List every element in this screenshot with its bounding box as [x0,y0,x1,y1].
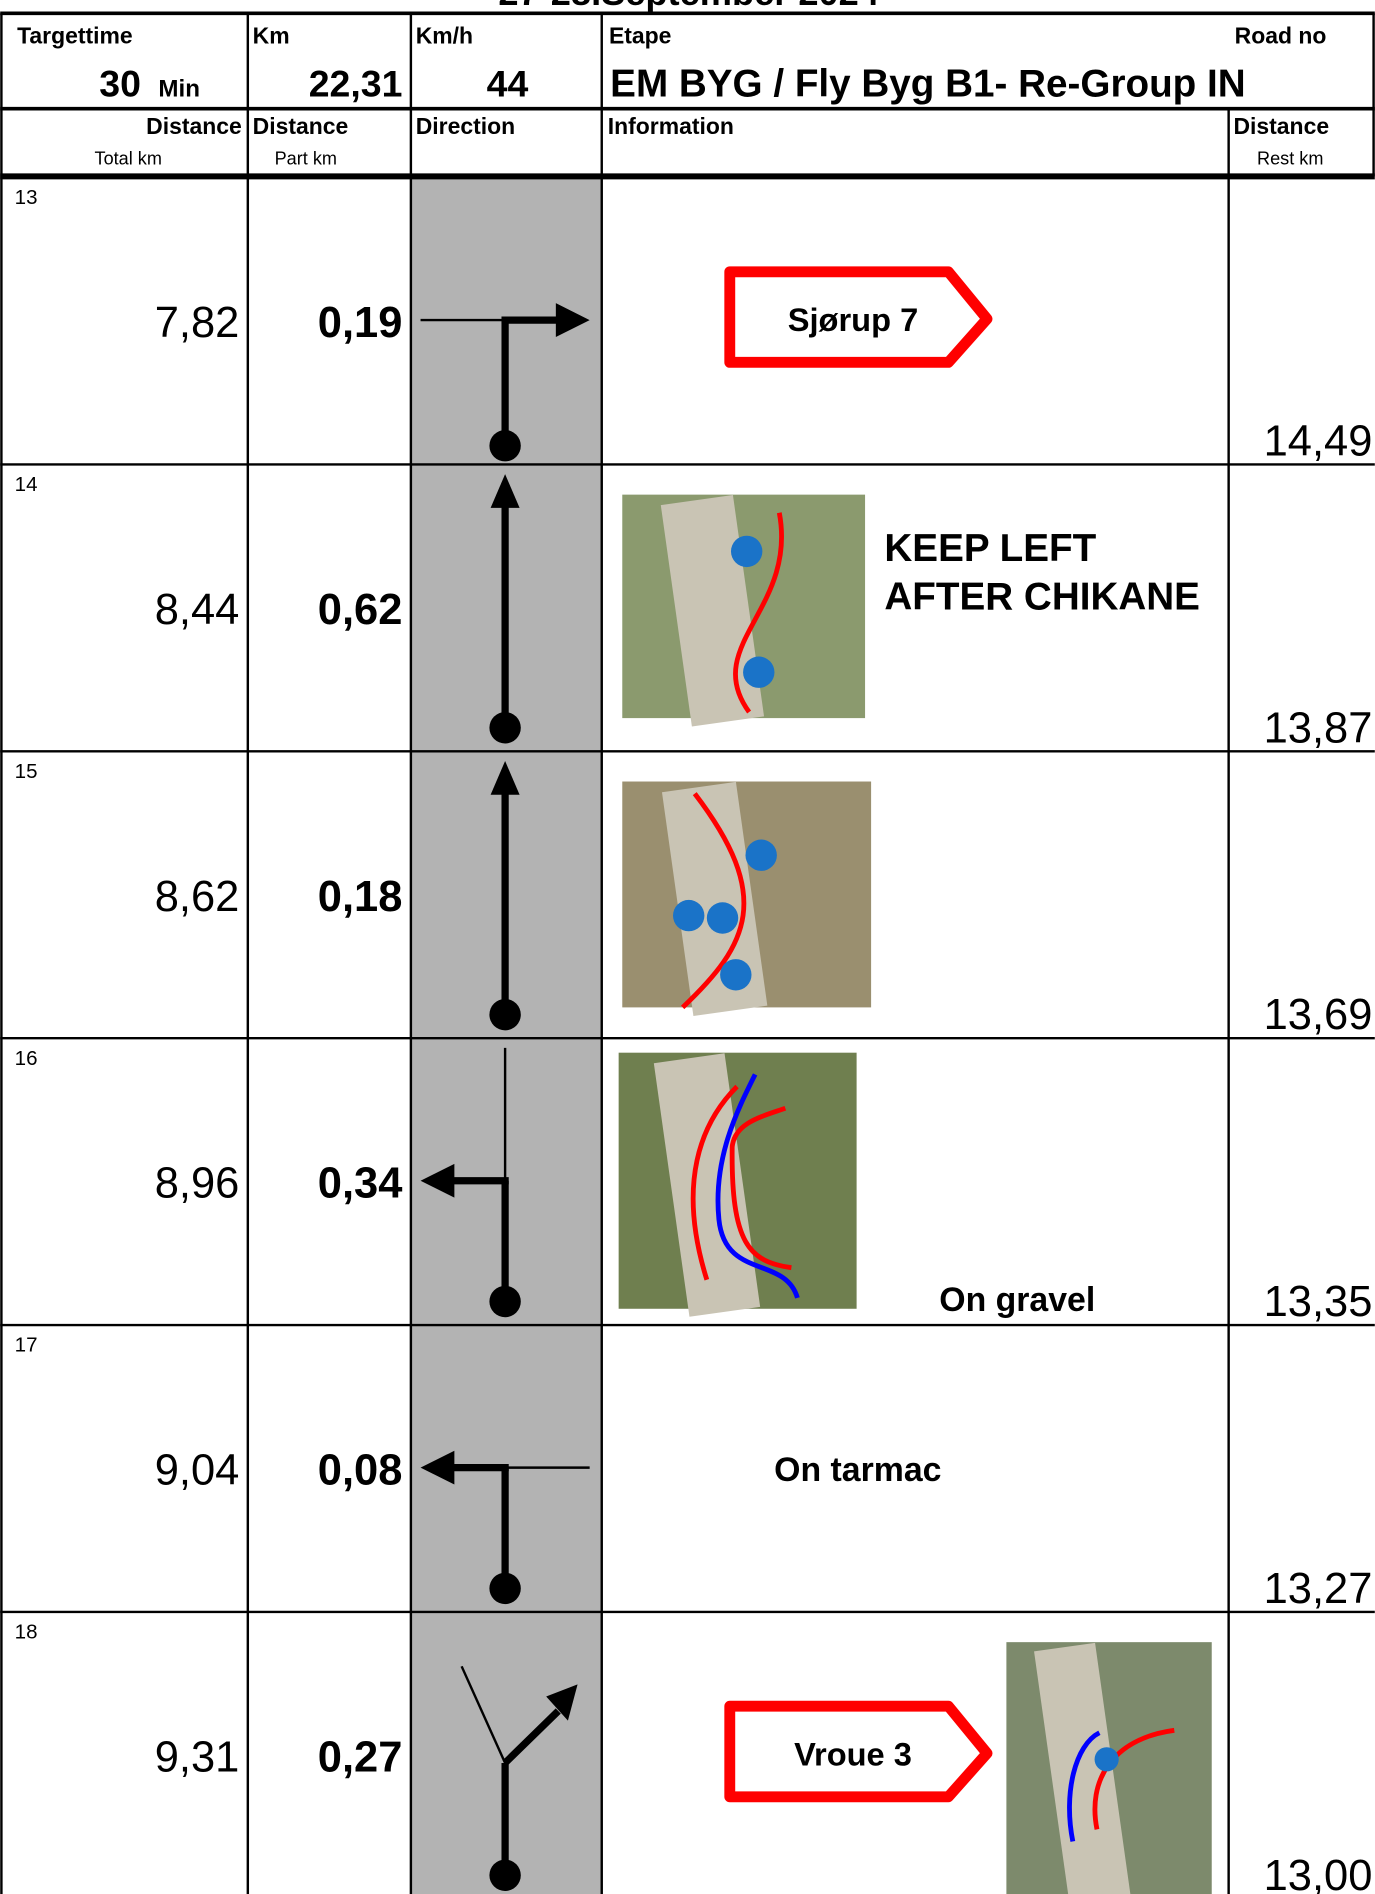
total-distance: 9,31 [155,1733,240,1781]
label: Targettime [17,22,133,48]
rest-distance: 13,87 [1264,704,1373,752]
row-number: 13 [15,186,38,209]
side-road [460,1665,507,1764]
total-distance: 7,82 [155,299,240,347]
rest-distance: 14,49 [1264,417,1373,465]
rest-distance: 13,69 [1264,991,1373,1039]
route-sketch [690,1084,739,1281]
total-distance: 8,96 [155,1160,240,1208]
part-distance: 0,27 [318,1733,403,1781]
info-note: AFTER CHIKANE [884,575,1200,618]
targettime: 30 [99,63,141,105]
start-dot [489,1859,521,1891]
column-title: Distance [146,113,242,139]
rest-distance: 13,35 [1264,1278,1373,1326]
sign-text: Vroue 3 [794,1735,912,1772]
start-dot [489,430,521,462]
info-note: KEEP LEFT [884,527,1096,570]
info-note: On tarmac [774,1451,941,1489]
part-distance: 0,18 [318,873,403,921]
label: Etape [609,22,671,48]
start-dot [489,998,521,1031]
rest-distance: 13,00 [1264,1852,1373,1894]
targettime-unit: Min [158,76,200,103]
part-distance: 0,08 [318,1447,403,1495]
marker [1094,1747,1119,1772]
row-number: 16 [15,1047,38,1070]
part-distance: 0,19 [318,299,403,347]
marker [743,656,775,688]
total-distance: 9,04 [155,1447,240,1495]
row-number: 18 [15,1621,38,1644]
road-sign [724,1700,993,1803]
label: Km [253,22,290,48]
route-sketch [681,792,747,1010]
info-note: On gravel [939,1281,1095,1319]
column-sub: Total km [95,148,162,168]
marker [720,959,752,991]
marker [673,899,705,932]
column-sub: Part km [275,148,337,168]
start-dot [489,712,521,744]
column-title: Distance [253,113,349,139]
sign-text: Sjørup 7 [788,301,918,338]
column-title: Direction [416,113,515,139]
marker [706,902,739,934]
row-number: 17 [15,1334,38,1357]
road-sign [724,266,993,368]
route-sketch [729,1105,792,1271]
page-title: 27-28.September 2024 [498,0,879,13]
route-sketch [715,1073,800,1299]
arrow-head [420,1163,455,1198]
rest-distance: 13,27 [1264,1565,1373,1613]
arrow-head [555,303,590,338]
row-number: 14 [15,473,38,496]
row-number: 15 [15,760,38,783]
kmh: 44 [487,63,529,105]
arrow-head [490,474,520,508]
total-distance: 8,62 [155,873,240,921]
part-distance: 0,62 [318,586,403,634]
route-line [502,1708,561,1766]
part-distance: 0,34 [318,1160,403,1208]
marker [745,839,777,871]
start-dot [489,1285,521,1318]
road [661,781,768,1016]
start-dot [489,1572,521,1605]
road [1034,1642,1132,1894]
route-sketch [733,512,784,714]
arrow-head [490,760,520,795]
etape: EM BYG / Fly Byg B1- Re-Group IN [610,63,1245,106]
route-sketch [1067,1730,1101,1842]
arrow-head [420,1450,455,1485]
column-title: Information [608,113,734,139]
label: Road no [1235,22,1327,48]
column-title: Distance [1233,113,1329,139]
km: 22,31 [309,63,403,105]
marker [730,535,763,568]
column-sub: Rest km [1257,148,1323,168]
total-distance: 8,44 [155,586,240,634]
label: Km/h [416,22,473,48]
